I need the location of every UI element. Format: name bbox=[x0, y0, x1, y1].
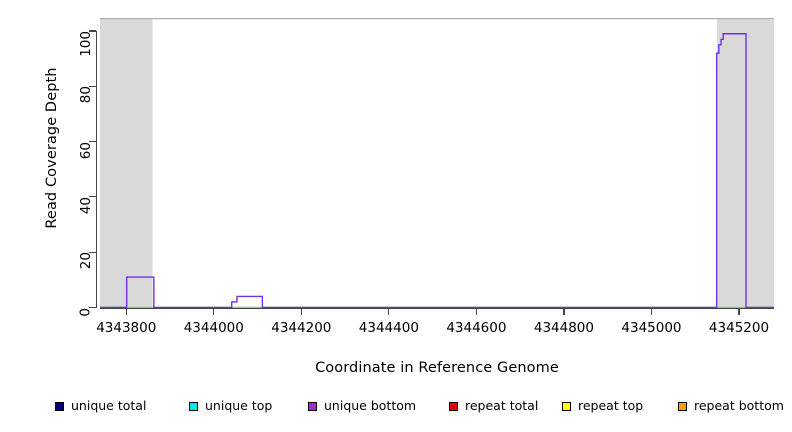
legend-label: repeat total bbox=[465, 398, 539, 413]
x-axis-line bbox=[100, 307, 774, 309]
x-axis-tick bbox=[563, 308, 565, 315]
y-axis-tick bbox=[89, 306, 96, 309]
x-axis-tick bbox=[388, 308, 390, 315]
x-axis-tick-label: 4343800 bbox=[96, 320, 157, 336]
x-axis-tick-label: 4345200 bbox=[708, 320, 770, 336]
y-axis-tick bbox=[89, 141, 96, 143]
y-axis-tick-label: 20 bbox=[78, 252, 94, 270]
chart-legend: unique total unique top unique bottom repea… bbox=[0, 398, 792, 418]
y-axis-tick-label: 0 bbox=[78, 307, 94, 317]
x-axis-tick-label: 4344400 bbox=[358, 320, 419, 336]
y-axis-line bbox=[96, 31, 98, 308]
legend-item-unique-top[interactable]: unique top bbox=[189, 398, 272, 414]
legend-swatch-icon bbox=[308, 401, 317, 411]
x-axis-tick bbox=[300, 308, 302, 315]
legend-swatch-icon bbox=[189, 401, 198, 411]
legend-item-unique-total[interactable]: unique total bbox=[55, 398, 146, 414]
y-axis-title: Read Coverage Depth bbox=[44, 67, 60, 229]
x-axis-tick-label: 4344200 bbox=[271, 320, 332, 336]
repeat-region-left bbox=[100, 18, 153, 308]
x-axis-tick bbox=[650, 308, 653, 315]
legend-swatch-icon bbox=[678, 401, 687, 411]
y-axis-tick-label: 40 bbox=[78, 196, 94, 215]
x-axis-tick bbox=[213, 308, 215, 315]
legend-swatch-icon bbox=[449, 401, 458, 411]
x-axis-tick-label: 4344600 bbox=[446, 320, 507, 336]
legend-item-repeat-bottom[interactable]: repeat bottom bbox=[678, 398, 784, 414]
x-axis-tick bbox=[738, 308, 740, 315]
plot-svg bbox=[100, 18, 774, 308]
y-axis-tick bbox=[89, 196, 96, 198]
legend-item-unique-bottom[interactable]: unique bottom bbox=[308, 398, 416, 414]
x-axis-tick-label: 4345000 bbox=[621, 320, 682, 336]
legend-label: unique total bbox=[71, 398, 147, 413]
legend-item-repeat-total[interactable]: repeat total bbox=[449, 398, 538, 414]
plot-area bbox=[100, 18, 774, 308]
x-axis-tick-label: 4344000 bbox=[183, 320, 244, 336]
legend-label: repeat top bbox=[578, 398, 644, 413]
x-axis-tick-label: 4344800 bbox=[533, 320, 594, 336]
legend-label: repeat bottom bbox=[694, 398, 784, 413]
legend-swatch-icon bbox=[562, 401, 571, 411]
x-axis-tick bbox=[475, 308, 477, 315]
legend-swatch-icon bbox=[55, 401, 64, 411]
y-axis-tick-label: 60 bbox=[78, 141, 94, 159]
series-unique-bottom bbox=[100, 33, 774, 308]
legend-item-repeat-top[interactable]: repeat top bbox=[562, 398, 643, 414]
x-axis-title: Coordinate in Reference Genome bbox=[315, 360, 559, 376]
y-axis-tick bbox=[89, 251, 96, 253]
y-axis-tick bbox=[89, 85, 96, 87]
y-axis-tick-label: 100 bbox=[78, 31, 94, 57]
y-axis-tick-label: 80 bbox=[78, 86, 94, 104]
x-axis-tick bbox=[125, 308, 127, 315]
legend-label: unique top bbox=[205, 398, 273, 413]
legend-label: unique bottom bbox=[324, 398, 417, 413]
y-axis-tick bbox=[89, 30, 96, 32]
